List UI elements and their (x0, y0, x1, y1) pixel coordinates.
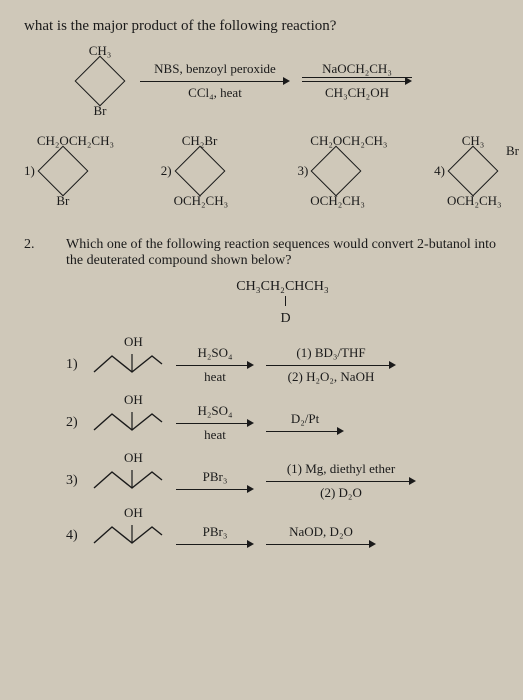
q2-sequences: 1) OH H₂SO₄ heat (1) BD₃/THF (2) H₂O₂, N… (66, 345, 499, 553)
butanol-icon: OH (92, 464, 170, 498)
choice-num: 4) (434, 163, 445, 179)
q1-arrow2: NaOCH₂CH₃ CH₃CH₂OH (302, 61, 412, 101)
q1-choice-3: 3) CH₂OCH₂CH₃ OCH₂CH₃ (297, 133, 362, 209)
seq4-s1-top: PBr₃ (179, 524, 251, 540)
q2-text: Which one of the following reaction sequ… (66, 237, 499, 269)
seq1-s2-bot: (2) H₂O₂, NaOH (288, 369, 375, 385)
q1-arrow1: NBS, benzoyl peroxide CCl₄, heat (140, 61, 290, 101)
q1-step2-top: NaOCH₂CH₃ (307, 61, 407, 77)
oh-label: OH (124, 505, 143, 521)
choice-num: 3) (297, 163, 308, 179)
q1-choice-4: 4) CH₃ Br OCH₂CH₃ (434, 133, 499, 209)
q1: what is the major product of the followi… (24, 18, 499, 209)
compound-line1: CH₃CH₂CHCH₃ (66, 279, 499, 295)
q2: 2. Which one of the following reaction s… (24, 237, 499, 571)
q2-compound: CH₃CH₂CHCH₃ D (66, 279, 499, 327)
q1-reactant: CH₃ Br (74, 43, 126, 119)
seq4-arrow1: PBr₃ (176, 524, 254, 548)
oh-label: OH (124, 334, 143, 350)
seq3-arrow2: (1) Mg, diethyl ether (2) D₂O (266, 461, 416, 501)
seq3-s2-top: (1) Mg, diethyl ether (271, 461, 411, 477)
seq4-arrow2: NaOD, D₂O (266, 524, 376, 548)
seq-num: 1) (66, 357, 92, 373)
q1-step1-bot: CCl₄, heat (179, 85, 251, 101)
q1-choices: 1) CH₂OCH₂CH₃ Br 2) CH₂Br OCH₂CH₃ 3) (24, 133, 499, 209)
q2-number: 2. (24, 237, 48, 571)
seq2-arrow1: H₂SO₄ heat (176, 403, 254, 443)
choice-num: 2) (161, 163, 172, 179)
q1-step1-top: NBS, benzoyl peroxide (145, 61, 285, 77)
seq1-s1-bot: heat (179, 369, 251, 385)
q1-heading: what is the major product of the followi… (24, 18, 499, 35)
seq2-s1-bot: heat (179, 427, 251, 443)
compound-line2: D (72, 311, 499, 327)
seq1-s1-top: H₂SO₄ (179, 345, 251, 361)
seq1-arrow2: (1) BD₃/THF (2) H₂O₂, NaOH (266, 345, 396, 385)
seq3-arrow1: PBr₃ (176, 469, 254, 493)
seq1-s2-top: (1) BD₃/THF (271, 345, 391, 361)
seq-num: 4) (66, 528, 92, 544)
q2-seq-3: 3) OH PBr₃ (1) Mg, diethyl ether (2) D₂O (66, 461, 499, 501)
seq2-s2-top: D₂/Pt (269, 411, 341, 427)
seq1-arrow1: H₂SO₄ heat (176, 345, 254, 385)
choice-num: 1) (24, 163, 35, 179)
q2-seq-4: 4) OH PBr₃ NaOD, D₂O (66, 519, 499, 553)
oh-label: OH (124, 450, 143, 466)
q1-choice-1: 1) CH₂OCH₂CH₃ Br (24, 133, 89, 209)
seq-num: 3) (66, 473, 92, 489)
seq3-s1-top: PBr₃ (179, 469, 251, 485)
c4-side: Br (506, 143, 519, 159)
seq4-s2-top: NaOD, D₂O (271, 524, 371, 540)
butanol-icon: OH (92, 519, 170, 553)
seq-num: 2) (66, 415, 92, 431)
butanol-icon: OH (92, 348, 170, 382)
oh-label: OH (124, 392, 143, 408)
benzene-ring (75, 56, 126, 107)
q2-seq-2: 2) OH H₂SO₄ heat D₂/Pt (66, 403, 499, 443)
seq2-s1-top: H₂SO₄ (179, 403, 251, 419)
q1-step2-bot: CH₃CH₂OH (321, 85, 393, 101)
butanol-icon: OH (92, 406, 170, 440)
q1-choice-2: 2) CH₂Br OCH₂CH₃ (161, 133, 226, 209)
seq2-arrow2: D₂/Pt (266, 411, 344, 435)
q2-seq-1: 1) OH H₂SO₄ heat (1) BD₃/THF (2) H₂O₂, N… (66, 345, 499, 385)
seq3-s2-bot: (2) D₂O (305, 485, 377, 501)
